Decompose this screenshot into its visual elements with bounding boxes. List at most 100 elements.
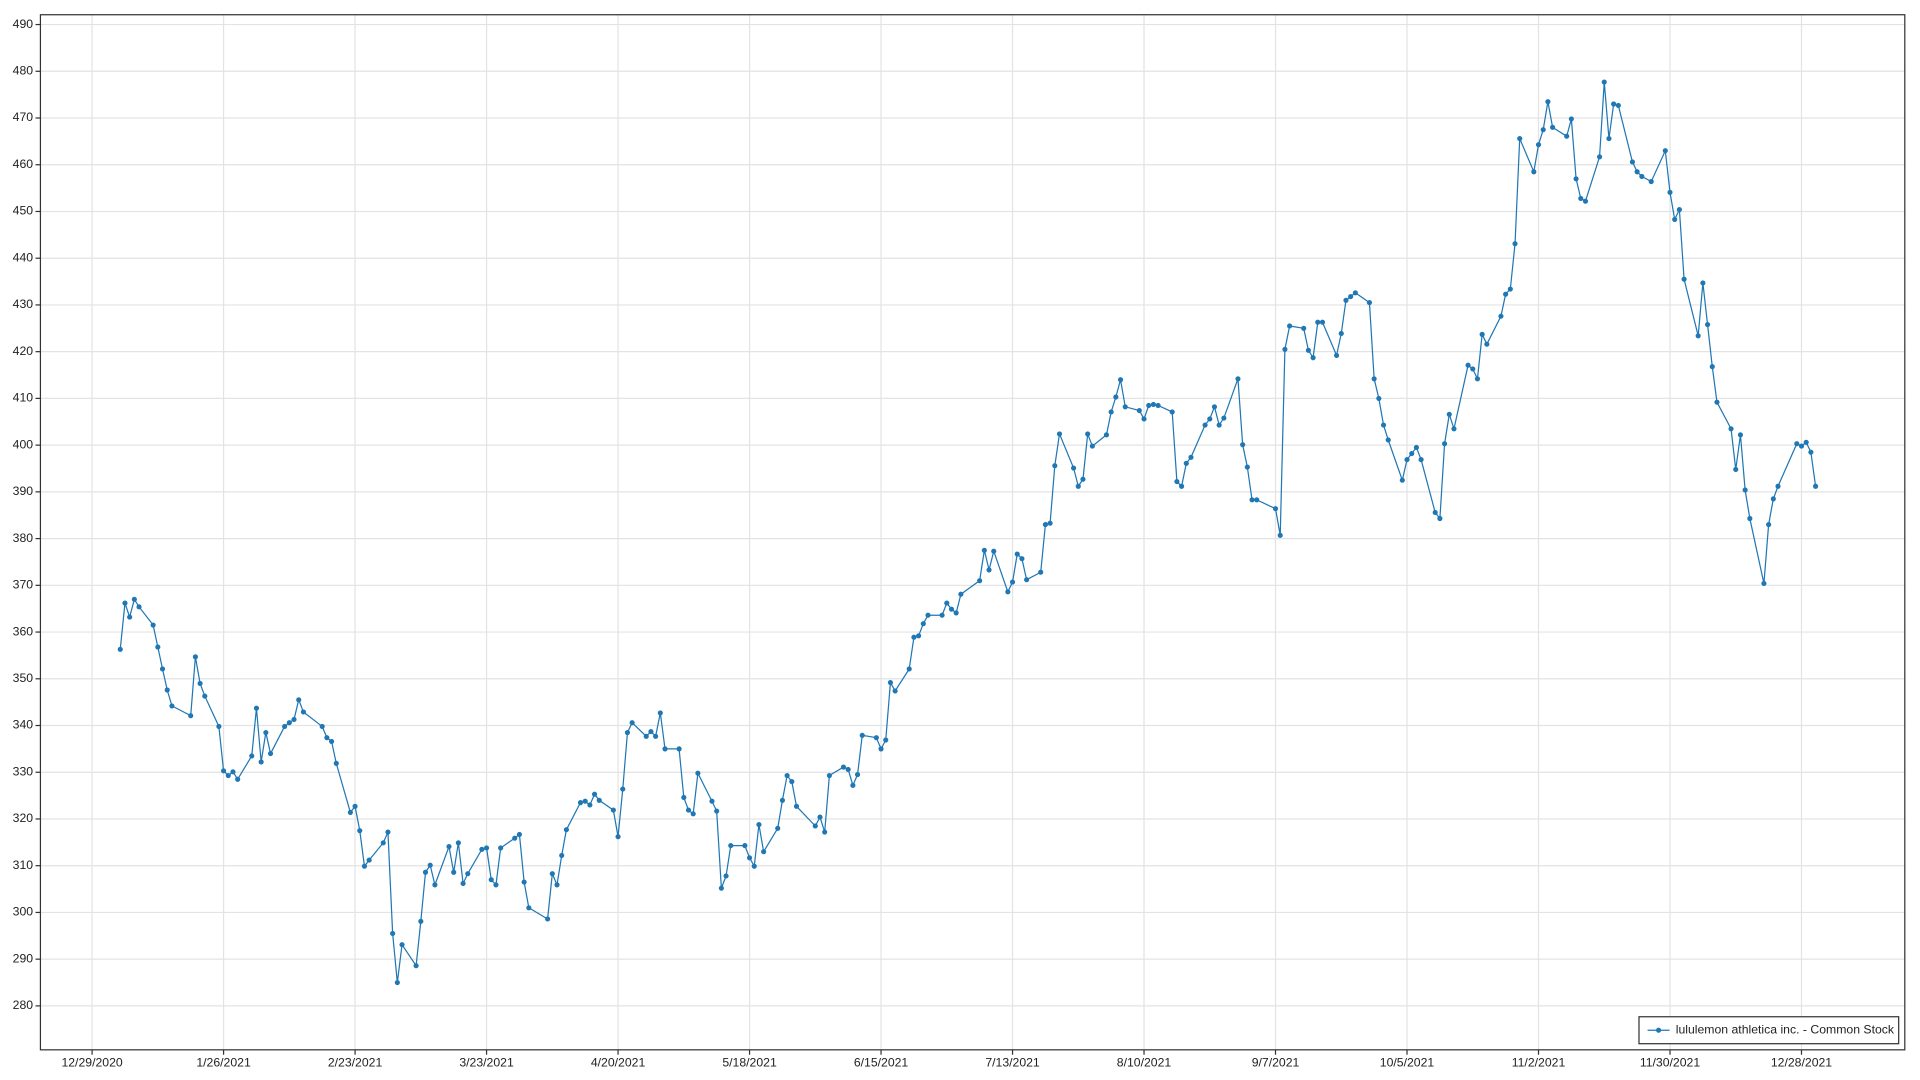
data-point (1404, 457, 1410, 463)
data-point (1216, 422, 1222, 428)
x-tick-label: 11/2/2021 (1512, 1056, 1566, 1070)
data-point (159, 666, 166, 672)
data-point (1277, 532, 1283, 538)
data-point (709, 798, 715, 804)
data-point (263, 729, 269, 736)
y-tick-label: 350 (13, 671, 34, 685)
data-point (1611, 101, 1617, 107)
data-point (624, 729, 631, 736)
data-point (1512, 241, 1518, 247)
data-point (498, 845, 504, 851)
data-point (1714, 399, 1720, 405)
data-point (1287, 323, 1293, 329)
data-point (390, 930, 396, 937)
data-point (1272, 506, 1279, 512)
data-point (1442, 441, 1448, 447)
y-tick-label: 470 (13, 110, 34, 124)
data-point (676, 746, 682, 752)
data-point (1235, 376, 1241, 382)
data-point (582, 798, 588, 804)
y-tick-label: 320 (13, 811, 34, 825)
data-point (296, 697, 302, 703)
data-point (1437, 515, 1443, 522)
data-point (1113, 394, 1119, 400)
data-point (714, 808, 720, 814)
data-point (1662, 148, 1668, 154)
data-point (117, 646, 123, 652)
x-tick-label: 5/18/2021 (722, 1056, 777, 1070)
data-point (596, 797, 602, 803)
data-point (479, 846, 485, 852)
data-point (451, 869, 457, 875)
data-point (878, 746, 884, 752)
data-point (822, 829, 828, 835)
data-point (1202, 422, 1208, 428)
data-point (1117, 377, 1124, 383)
data-point (723, 873, 729, 879)
x-tick-label: 3/23/2021 (459, 1056, 514, 1070)
data-point (1343, 297, 1349, 303)
data-point (249, 753, 255, 759)
data-point (1517, 136, 1523, 142)
data-point (1507, 286, 1513, 292)
data-point (366, 857, 372, 863)
series-line (119, 81, 1817, 983)
y-tick-label: 480 (13, 64, 34, 78)
data-point (488, 877, 494, 883)
data-point (615, 834, 621, 840)
data-point (1183, 460, 1189, 466)
data-point (977, 578, 983, 584)
plot-frame (39, 14, 1906, 1051)
data-point (1315, 319, 1321, 325)
legend-box (1638, 1016, 1900, 1045)
data-point (761, 849, 767, 855)
data-point (789, 779, 795, 785)
data-point (1108, 409, 1114, 415)
data-point (399, 942, 405, 948)
data-point (1794, 441, 1800, 447)
data-point (483, 845, 490, 851)
data-point (1207, 416, 1213, 422)
data-point (681, 794, 687, 801)
data-point (657, 710, 663, 716)
data-point (911, 634, 917, 640)
y-tick-label: 310 (13, 858, 34, 872)
data-point (986, 567, 992, 573)
data-point (643, 733, 649, 739)
data-point (1136, 407, 1142, 414)
data-point (1535, 142, 1542, 148)
data-point (150, 622, 156, 628)
y-tick-label: 440 (13, 250, 34, 264)
data-point (253, 705, 260, 711)
data-point (939, 612, 945, 618)
data-point (1042, 521, 1048, 528)
data-point (1550, 124, 1556, 130)
data-point (920, 621, 926, 627)
data-point (1770, 496, 1776, 502)
data-point (291, 716, 297, 723)
data-point (1798, 443, 1805, 449)
data-point (1709, 364, 1715, 370)
data-point (1071, 465, 1077, 471)
data-point (1146, 402, 1152, 408)
data-point (620, 786, 626, 792)
data-point (549, 871, 555, 877)
data-point (155, 644, 161, 650)
data-point (1211, 404, 1218, 410)
data-point (286, 720, 292, 726)
data-point (418, 918, 424, 924)
data-point (329, 738, 335, 744)
data-point (1085, 431, 1091, 437)
y-tick-label: 410 (13, 391, 34, 405)
data-point (695, 770, 701, 776)
data-point (840, 764, 847, 770)
data-point (1024, 577, 1030, 583)
data-point (333, 760, 339, 766)
data-point (1089, 443, 1095, 449)
data-point (826, 772, 832, 779)
data-point (906, 666, 912, 672)
data-point (1737, 432, 1744, 438)
y-tick-label: 420 (13, 344, 34, 358)
data-point (850, 782, 856, 788)
data-point (361, 863, 368, 869)
